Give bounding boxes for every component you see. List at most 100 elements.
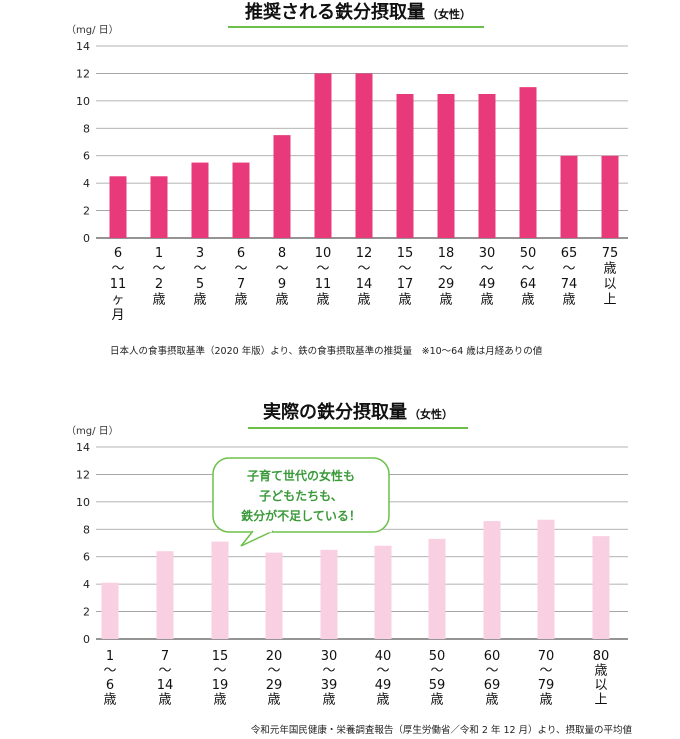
x-tick-label: 歳 — [193, 293, 206, 308]
x-tick-label: 12 — [356, 246, 373, 261]
callout-bubble — [212, 457, 390, 533]
y-tick-label: 14 — [76, 40, 90, 53]
x-tick-label: 20 — [266, 649, 283, 664]
x-tick-label: ヶ — [111, 293, 124, 308]
bar — [273, 135, 291, 238]
x-tick-label: 上 — [603, 293, 616, 308]
x-tick-label: 〜 — [485, 664, 498, 679]
x-tick-label: 〜 — [322, 664, 335, 679]
bar — [109, 176, 127, 238]
x-tick-label: 歳 — [480, 293, 493, 308]
bar — [211, 541, 229, 639]
callout-text: 子育て世代の女性も — [247, 468, 355, 483]
x-tick-label: 1 — [155, 246, 163, 261]
x-tick-label: 11 — [110, 277, 127, 292]
x-tick-label: 80 — [593, 649, 610, 664]
x-tick-label: 14 — [157, 678, 174, 693]
x-tick-label: 〜 — [430, 664, 443, 679]
y-tick-label: 4 — [83, 177, 90, 190]
y-tick-label: 2 — [83, 606, 90, 619]
x-tick-label: 8 — [278, 246, 286, 261]
bar — [537, 519, 555, 639]
bar — [601, 155, 619, 238]
callout-pointer — [240, 530, 274, 547]
y-tick-label: 4 — [83, 578, 90, 591]
x-tick-label: 歳 — [267, 693, 280, 708]
x-tick-label: 歳 — [376, 693, 389, 708]
bar — [560, 155, 578, 238]
y-tick-label: 6 — [83, 150, 90, 163]
x-tick-label: 1 — [106, 649, 114, 664]
x-tick-label: 〜 — [267, 664, 280, 679]
bar — [156, 551, 174, 639]
x-tick-label: 6 — [114, 246, 122, 261]
chart-subtitle: （女性） — [409, 407, 453, 421]
x-tick-label: 49 — [375, 678, 392, 693]
x-tick-label: 歳 — [275, 293, 288, 308]
x-tick-label: 歳 — [562, 293, 575, 308]
x-tick-label: 〜 — [213, 664, 226, 679]
x-tick-label: 〜 — [152, 262, 165, 277]
x-tick-label: 39 — [321, 678, 338, 693]
bar — [437, 94, 455, 238]
bar — [232, 162, 250, 238]
y-tick-label: 0 — [83, 232, 90, 245]
x-tick-label: 30 — [321, 649, 338, 664]
x-tick-label: 〜 — [562, 262, 575, 277]
x-tick-label: 歳 — [103, 693, 116, 708]
x-tick-label: 75 — [602, 246, 619, 261]
x-tick-label: 〜 — [480, 262, 493, 277]
bar — [592, 536, 610, 639]
bar — [320, 549, 338, 639]
x-tick-label: 14 — [356, 277, 373, 292]
bar — [150, 176, 168, 238]
x-tick-label: 歳 — [594, 664, 607, 679]
x-tick-label: 19 — [212, 678, 229, 693]
x-tick-label: 3 — [196, 246, 204, 261]
x-tick-label: 15 — [397, 246, 414, 261]
y-tick-label: 10 — [76, 95, 90, 108]
y-tick-label: 8 — [83, 523, 90, 536]
y-tick-label: 0 — [83, 633, 90, 646]
x-tick-label: 7 — [237, 277, 245, 292]
x-tick-label: 〜 — [398, 262, 411, 277]
x-tick-label: 6 — [106, 678, 114, 693]
bar — [355, 73, 373, 238]
x-tick-label: 歳 — [521, 293, 534, 308]
bar — [314, 73, 332, 238]
bar — [265, 552, 283, 639]
y-tick-label: 12 — [76, 468, 90, 481]
x-tick-label: 6 — [237, 246, 245, 261]
y-tick-label: 12 — [76, 67, 90, 80]
x-tick-label: 50 — [429, 649, 446, 664]
x-tick-label: 70 — [538, 649, 555, 664]
y-axis-unit: （mg/ 日） — [66, 24, 119, 36]
bar — [428, 538, 446, 639]
source-note: 令和元年国民健康・栄養調査報告（厚生労働省／令和 2 年 12 月）より、摂取量… — [251, 724, 633, 736]
x-tick-label: 歳 — [357, 293, 370, 308]
x-tick-label: 〜 — [521, 262, 534, 277]
bar — [396, 94, 414, 238]
x-tick-label: 9 — [278, 277, 286, 292]
chart-subtitle: （女性） — [427, 7, 471, 21]
x-tick-label: 〜 — [103, 664, 116, 679]
x-tick-label: 〜 — [275, 262, 288, 277]
bar — [101, 582, 119, 639]
x-tick-label: 74 — [561, 277, 578, 292]
x-tick-label: 歳 — [152, 293, 165, 308]
x-tick-label: 69 — [484, 678, 501, 693]
x-tick-label: 歳 — [234, 293, 247, 308]
x-tick-label: 〜 — [439, 262, 452, 277]
y-tick-label: 14 — [76, 441, 90, 454]
x-tick-label: 17 — [397, 277, 414, 292]
callout-text: 子どもたちも、 — [259, 489, 343, 503]
x-tick-label: 79 — [538, 678, 555, 693]
x-tick-label: 59 — [429, 678, 446, 693]
x-tick-label: 以 — [594, 678, 607, 693]
x-tick-label: 11 — [315, 277, 332, 292]
x-tick-label: 65 — [561, 246, 578, 261]
x-tick-label: 上 — [594, 693, 607, 708]
bar — [519, 87, 537, 239]
x-tick-label: 歳 — [213, 693, 226, 708]
